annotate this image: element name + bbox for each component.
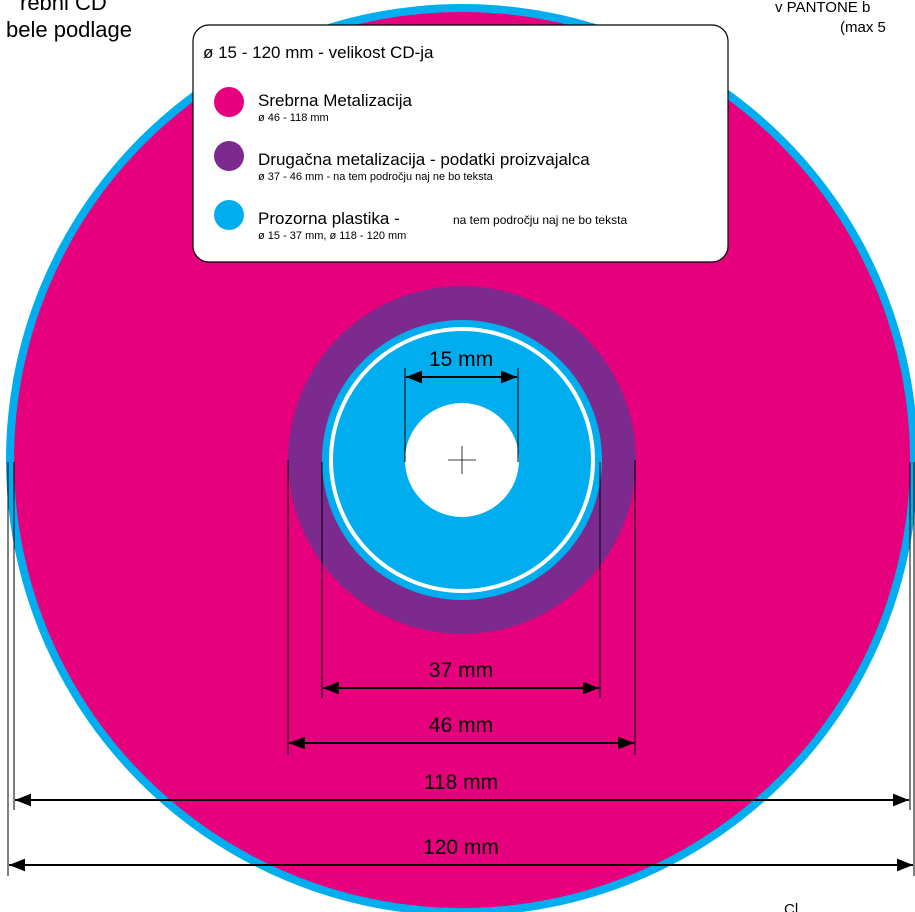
dimension-label: 120 mm [423, 836, 499, 859]
legend-detail: ø 15 - 37 mm, ø 118 - 120 mm [258, 230, 406, 242]
legend-title: Prozorna plastika - [258, 209, 400, 228]
white-ring [329, 327, 595, 593]
legend-detail: ø 37 - 46 mm - na tem področju naj ne bo… [258, 171, 494, 183]
legend: ø 15 - 120 mm - velikost CD-ja Srebrna M… [192, 24, 729, 263]
legend-note: na tem področju naj ne bo teksta [453, 213, 627, 227]
legend-swatch [214, 200, 244, 230]
legend-title: Srebrna Metalizacija [258, 91, 413, 110]
corner-text: bele podlage [6, 17, 132, 42]
dimension-label: 46 mm [429, 714, 493, 737]
legend-swatch [214, 87, 244, 117]
legend-heading: ø 15 - 120 mm - velikost CD-ja [203, 43, 434, 62]
legend-box [192, 24, 729, 263]
legend-swatch [214, 141, 244, 171]
corner-text: v PANTONE b [775, 0, 870, 16]
extension-lines [7, 368, 915, 876]
corner-text: Cl [784, 901, 798, 912]
dimension-label: 37 mm [429, 659, 493, 682]
legend-detail: ø 46 - 118 mm [258, 112, 329, 124]
legend-title: Drugačna metalizacija - podatki proizvaj… [258, 150, 590, 169]
dimension-label: 118 mm [424, 771, 498, 794]
dimension-label: 15 mm [429, 348, 493, 371]
corner-text: rebni CD [20, 0, 107, 15]
dimension-lines [9, 370, 913, 872]
corner-text: (max 5 [840, 19, 886, 36]
